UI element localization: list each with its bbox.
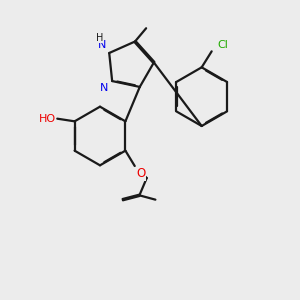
- Text: O: O: [136, 167, 145, 180]
- Text: HO: HO: [39, 114, 56, 124]
- Text: N: N: [98, 40, 106, 50]
- Text: H: H: [96, 33, 103, 43]
- Text: N: N: [100, 83, 108, 93]
- Text: Cl: Cl: [218, 40, 229, 50]
